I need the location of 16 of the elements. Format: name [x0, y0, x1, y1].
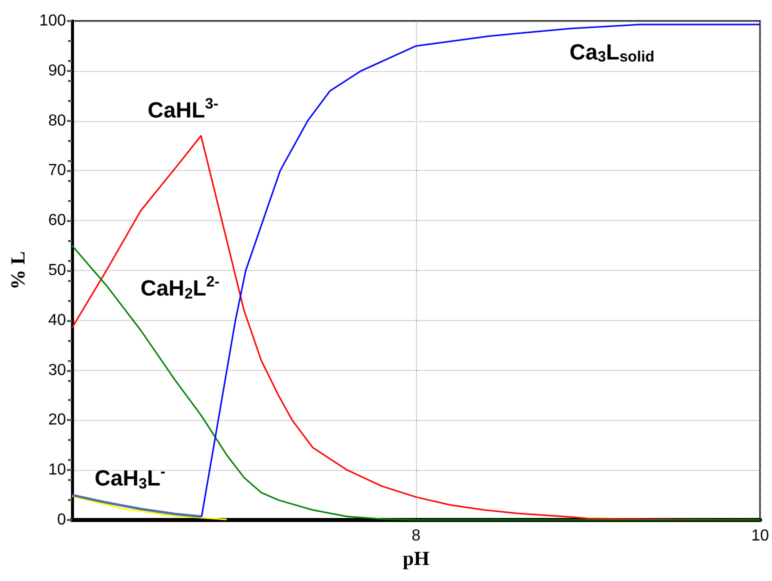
- y-tick-label: 90: [48, 62, 66, 80]
- y-tick-label: 40: [48, 312, 66, 329]
- y-tick-label: 80: [48, 112, 66, 130]
- y-tick-label: 0: [57, 512, 66, 528]
- y-tick-label: 50: [48, 262, 66, 279]
- y-tick-label: 100: [39, 12, 66, 30]
- x-axis-title: pH: [402, 548, 430, 570]
- y-tick-label: 60: [48, 212, 66, 230]
- y-axis-title: % L: [7, 251, 30, 290]
- line-series: [71, 495, 228, 520]
- line-series: [70, 494, 202, 518]
- y-tick-label: 30: [48, 362, 66, 379]
- y-tick-label: 70: [48, 162, 66, 180]
- y-tick-label: 20: [48, 412, 66, 429]
- x-tick-label: 8: [412, 528, 421, 544]
- y-tick-label: 10: [48, 462, 66, 479]
